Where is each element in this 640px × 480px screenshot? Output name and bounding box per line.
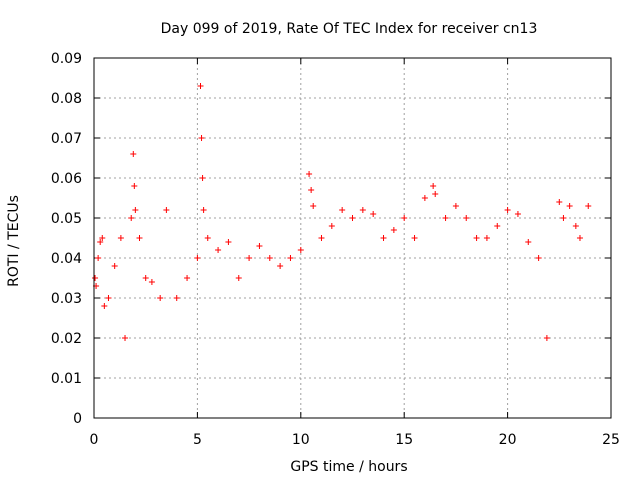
data-point-marker bbox=[483, 235, 490, 241]
data-point-marker bbox=[157, 295, 164, 301]
data-point-marker bbox=[199, 175, 206, 181]
chart-title: Day 099 of 2019, Rate Of TEC Index for r… bbox=[161, 21, 538, 37]
data-point-marker bbox=[560, 215, 567, 221]
data-point-marker bbox=[225, 239, 232, 245]
data-point-marker bbox=[566, 203, 573, 209]
data-point-marker bbox=[514, 211, 521, 217]
y-tick-label: 0.02 bbox=[51, 331, 82, 347]
data-point-marker bbox=[359, 207, 366, 213]
data-point-marker bbox=[556, 199, 563, 205]
data-point-marker bbox=[148, 279, 155, 285]
data-point-marker bbox=[92, 275, 99, 281]
x-tick-label: 20 bbox=[499, 432, 517, 448]
data-point-marker bbox=[390, 227, 397, 233]
x-axis-label: GPS time / hours bbox=[290, 459, 407, 475]
data-point-marker bbox=[297, 247, 304, 253]
data-point-marker bbox=[432, 191, 439, 197]
data-point-marker bbox=[256, 243, 263, 249]
data-point-marker bbox=[310, 203, 317, 209]
data-point-marker bbox=[266, 255, 273, 261]
data-point-marker bbox=[131, 183, 138, 189]
data-point-marker bbox=[198, 135, 205, 141]
data-point-marker bbox=[200, 207, 207, 213]
data-point-marker bbox=[525, 239, 532, 245]
data-point-marker bbox=[318, 235, 325, 241]
y-tick-label: 0.04 bbox=[51, 251, 82, 267]
data-point-marker bbox=[184, 275, 191, 281]
data-points bbox=[92, 83, 592, 341]
data-point-marker bbox=[308, 187, 315, 193]
data-point-marker bbox=[105, 295, 112, 301]
data-point-marker bbox=[277, 263, 284, 269]
data-point-marker bbox=[197, 83, 204, 89]
axis-ticks: 0 5 10 15 20 25 0 0.01 0.02 0.03 0.04 0.05 0.06 0.07 0… bbox=[51, 51, 620, 448]
data-point-marker bbox=[136, 235, 143, 241]
data-point-marker bbox=[142, 275, 149, 281]
data-point-marker bbox=[535, 255, 542, 261]
y-tick-label: 0.01 bbox=[51, 371, 82, 387]
data-point-marker bbox=[430, 183, 437, 189]
data-point-marker bbox=[246, 255, 253, 261]
x-tick-label: 15 bbox=[395, 432, 413, 448]
y-tick-label: 0.09 bbox=[51, 51, 82, 67]
y-axis-label: ROTI / TECUs bbox=[6, 195, 22, 287]
data-point-marker bbox=[411, 235, 418, 241]
data-point-marker bbox=[95, 255, 102, 261]
data-point-marker bbox=[585, 203, 592, 209]
data-point-marker bbox=[130, 151, 137, 157]
data-point-marker bbox=[97, 239, 104, 245]
data-point-marker bbox=[122, 335, 129, 341]
y-tick-label: 0.05 bbox=[51, 211, 82, 227]
y-tick-label: 0 bbox=[73, 411, 82, 427]
data-point-marker bbox=[452, 203, 459, 209]
data-point-marker bbox=[339, 207, 346, 213]
data-point-marker bbox=[128, 215, 135, 221]
y-tick-label: 0.08 bbox=[51, 91, 82, 107]
x-tick-label: 0 bbox=[90, 432, 99, 448]
y-tick-label: 0.07 bbox=[51, 131, 82, 147]
data-point-marker bbox=[576, 235, 583, 241]
data-point-marker bbox=[421, 195, 428, 201]
data-point-marker bbox=[163, 207, 170, 213]
data-point-marker bbox=[328, 223, 335, 229]
y-tick-label: 0.03 bbox=[51, 291, 82, 307]
data-point-marker bbox=[349, 215, 356, 221]
x-tick-label: 25 bbox=[602, 432, 620, 448]
data-point-marker bbox=[99, 235, 106, 241]
data-point-marker bbox=[204, 235, 211, 241]
data-point-marker bbox=[504, 207, 511, 213]
data-point-marker bbox=[117, 235, 124, 241]
data-point-marker bbox=[101, 303, 108, 309]
data-point-marker bbox=[235, 275, 242, 281]
data-point-marker bbox=[194, 255, 201, 261]
data-point-marker bbox=[380, 235, 387, 241]
data-point-marker bbox=[401, 215, 408, 221]
data-point-marker bbox=[111, 263, 118, 269]
x-tick-label: 10 bbox=[292, 432, 310, 448]
x-tick-label: 5 bbox=[193, 432, 202, 448]
data-point-marker bbox=[473, 235, 480, 241]
data-point-marker bbox=[287, 255, 294, 261]
data-point-marker bbox=[173, 295, 180, 301]
data-point-marker bbox=[494, 223, 501, 229]
data-point-marker bbox=[543, 335, 550, 341]
data-point-marker bbox=[442, 215, 449, 221]
data-point-marker bbox=[215, 247, 222, 253]
plot-frame bbox=[93, 57, 612, 419]
data-point-marker bbox=[463, 215, 470, 221]
y-tick-label: 0.06 bbox=[51, 171, 82, 187]
data-point-marker bbox=[572, 223, 579, 229]
data-point-marker bbox=[370, 211, 377, 217]
data-point-marker bbox=[306, 171, 313, 177]
data-point-marker bbox=[132, 207, 139, 213]
grid-lines bbox=[94, 58, 611, 418]
